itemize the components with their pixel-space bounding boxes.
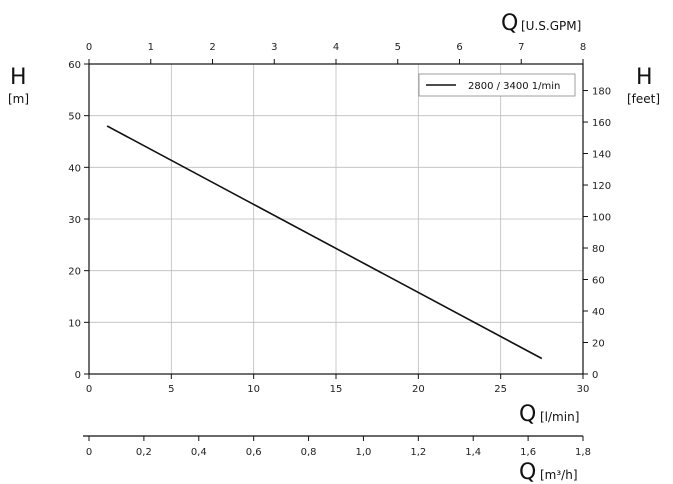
x-bottom2-axis-tick-label: 0,6 xyxy=(246,447,262,458)
y-axis-tick-label: 40 xyxy=(68,163,81,174)
x-bottom2-axis-tick-label: 0,4 xyxy=(191,447,207,458)
y-axis-tick-label: 10 xyxy=(68,318,81,329)
x-top-axis-tick-label: 5 xyxy=(395,42,401,53)
y-right-axis-tick-label: 20 xyxy=(592,339,605,350)
x-bottom2-axis-tick-label: 0,2 xyxy=(136,447,152,458)
y-right-axis-tick-label: 140 xyxy=(592,150,611,161)
x-top-axis-tick-label: 4 xyxy=(333,42,339,53)
x-axis-tick-label: 10 xyxy=(247,384,260,395)
y-axis-tick-label: 20 xyxy=(68,267,81,278)
x-bottom2-axis-tick-label: 1,6 xyxy=(520,447,536,458)
x-top-axis-tick-label: 2 xyxy=(209,42,215,53)
x-axis-unit: [l/min] xyxy=(540,410,579,424)
x-bottom2-axis-tick-label: 1,4 xyxy=(465,447,481,458)
x-top-axis-unit: [U.S.GPM] xyxy=(521,19,581,33)
y-axis-tick-label: 0 xyxy=(75,370,81,381)
x-top-axis-symbol: Q xyxy=(501,11,518,36)
y-axis-unit-left: [m] xyxy=(8,92,29,106)
x-axis-tick-label: 20 xyxy=(412,384,425,395)
x-top-axis-tick-label: 8 xyxy=(580,42,586,53)
x-top-axis-tick-label: 3 xyxy=(271,42,277,53)
x-top-axis-tick-label: 7 xyxy=(518,42,524,53)
x-axis-symbol: Q xyxy=(519,402,536,427)
y-right-axis-tick-label: 0 xyxy=(592,370,598,381)
legend-box xyxy=(418,73,576,97)
legend: 2800 / 3400 1/min xyxy=(418,73,576,97)
y-right-axis-tick-label: 160 xyxy=(592,118,611,129)
grid xyxy=(88,63,584,375)
y-axis-unit-right: [feet] xyxy=(627,92,660,106)
y-axis-tick-label: 60 xyxy=(68,60,81,71)
x-top-axis-tick-label: 6 xyxy=(456,42,462,53)
y-right-axis-tick-label: 80 xyxy=(592,244,605,255)
x-axis-tick-label: 15 xyxy=(330,384,343,395)
x-bottom2-axis-symbol: Q xyxy=(519,460,536,484)
x-axis-tick-label: 5 xyxy=(168,384,174,395)
y-axis-symbol-left: H xyxy=(10,65,27,90)
x-top-axis-tick-label: 1 xyxy=(148,42,154,53)
y-right-axis-tick-label: 60 xyxy=(592,276,605,287)
y-right-axis-tick-label: 120 xyxy=(592,181,611,192)
y-right-axis-tick-label: 100 xyxy=(592,213,611,224)
y-axis-tick-label: 30 xyxy=(68,215,81,226)
x-axis-tick-label: 30 xyxy=(577,384,590,395)
axes: 0 5 10 15 20 25 300 1 2 3 4 5 6 7 80102030405060020406… xyxy=(68,42,611,458)
x-bottom2-axis-tick-label: 0,8 xyxy=(301,447,317,458)
series-line xyxy=(106,125,543,360)
x-axis-tick-label: 0 xyxy=(86,384,92,395)
x-top-axis-tick-label: 0 xyxy=(86,42,92,53)
legend-label: 2800 / 3400 1/min xyxy=(468,81,560,92)
series-layer xyxy=(106,125,543,360)
y-right-axis-tick-label: 180 xyxy=(592,87,611,98)
y-axis-tick-label: 50 xyxy=(68,112,81,123)
x-bottom2-axis-tick-label: 0 xyxy=(86,447,92,458)
x-axis-tick-label: 25 xyxy=(494,384,507,395)
y-right-axis-tick-label: 40 xyxy=(592,307,605,318)
x-bottom2-axis-tick-label: 1,2 xyxy=(410,447,426,458)
x-bottom2-axis-tick-label: 1,0 xyxy=(355,447,371,458)
x-bottom2-axis-unit: [m³/h] xyxy=(540,468,578,482)
y-axis-symbol-right: H xyxy=(636,65,653,90)
x-bottom2-axis-tick-label: 1,8 xyxy=(575,447,591,458)
